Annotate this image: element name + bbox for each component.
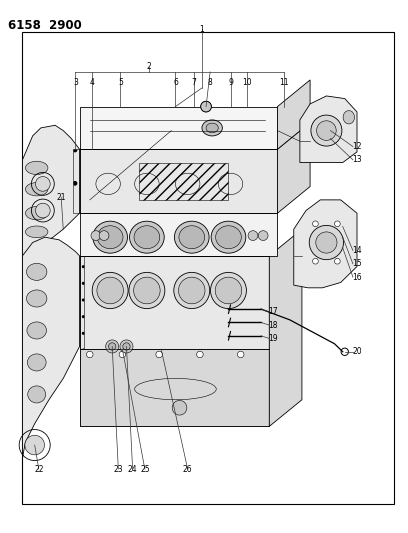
Ellipse shape (25, 182, 48, 196)
Text: 8: 8 (208, 78, 213, 87)
Ellipse shape (25, 226, 48, 238)
Text: 15: 15 (352, 260, 362, 268)
Circle shape (201, 101, 211, 112)
Ellipse shape (179, 225, 204, 248)
Polygon shape (22, 125, 80, 256)
Circle shape (237, 351, 244, 358)
Bar (22, 32, 394, 504)
Ellipse shape (202, 120, 222, 136)
Text: 6158  2900: 6158 2900 (8, 19, 82, 31)
Ellipse shape (343, 110, 355, 124)
Text: 16: 16 (352, 273, 362, 281)
Text: 13: 13 (352, 156, 362, 164)
Circle shape (313, 259, 318, 264)
Circle shape (123, 343, 130, 350)
Ellipse shape (129, 272, 165, 309)
Text: 25: 25 (140, 465, 150, 473)
Text: 17: 17 (268, 308, 278, 316)
Ellipse shape (175, 221, 209, 253)
Circle shape (99, 231, 109, 240)
Ellipse shape (27, 290, 47, 307)
Polygon shape (80, 149, 277, 213)
Ellipse shape (98, 225, 123, 248)
Ellipse shape (25, 206, 48, 220)
Text: 19: 19 (268, 334, 278, 343)
Text: 6: 6 (173, 78, 178, 87)
Ellipse shape (174, 272, 210, 309)
Text: 20: 20 (352, 348, 362, 356)
Text: 23: 23 (113, 465, 123, 473)
Ellipse shape (134, 277, 160, 304)
Ellipse shape (28, 386, 46, 403)
Circle shape (109, 343, 116, 350)
Text: 2: 2 (146, 62, 151, 71)
Circle shape (119, 351, 126, 358)
Ellipse shape (25, 161, 48, 175)
Bar (80, 349, 269, 426)
Text: 24: 24 (128, 465, 137, 473)
Circle shape (25, 435, 44, 455)
Ellipse shape (97, 277, 124, 304)
Circle shape (35, 176, 50, 191)
Circle shape (335, 221, 340, 227)
Circle shape (120, 340, 133, 353)
Text: 21: 21 (56, 193, 66, 201)
Circle shape (341, 348, 348, 356)
Bar (139, 163, 228, 200)
Polygon shape (80, 213, 277, 256)
Polygon shape (269, 229, 302, 426)
Circle shape (313, 221, 318, 227)
Ellipse shape (92, 272, 128, 309)
Polygon shape (277, 123, 310, 213)
Ellipse shape (27, 263, 47, 280)
Circle shape (35, 203, 50, 218)
Circle shape (172, 400, 187, 415)
Polygon shape (300, 96, 357, 163)
Polygon shape (80, 107, 277, 149)
Text: 5: 5 (118, 78, 123, 87)
Circle shape (86, 351, 93, 358)
Circle shape (197, 351, 203, 358)
Text: 1: 1 (200, 25, 204, 34)
Circle shape (311, 115, 342, 146)
Ellipse shape (179, 277, 205, 304)
Text: 12: 12 (352, 142, 362, 151)
Text: 18: 18 (268, 321, 278, 329)
Ellipse shape (216, 225, 242, 248)
Text: 10: 10 (242, 78, 252, 87)
Ellipse shape (211, 221, 246, 253)
Text: 26: 26 (183, 465, 193, 473)
Ellipse shape (27, 322, 47, 339)
Ellipse shape (27, 354, 46, 371)
Bar (73, 149, 80, 213)
Polygon shape (277, 80, 310, 149)
Text: 22: 22 (34, 465, 44, 473)
Text: 4: 4 (89, 78, 94, 87)
Circle shape (258, 231, 268, 240)
Circle shape (316, 232, 337, 253)
Circle shape (317, 121, 336, 140)
Text: 14: 14 (352, 246, 362, 255)
Ellipse shape (93, 221, 128, 253)
Polygon shape (294, 200, 357, 288)
Circle shape (91, 231, 101, 240)
Text: 9: 9 (228, 78, 233, 87)
Circle shape (156, 351, 162, 358)
Circle shape (309, 225, 344, 260)
Ellipse shape (129, 221, 164, 253)
Ellipse shape (206, 123, 218, 133)
Ellipse shape (134, 225, 160, 248)
Polygon shape (22, 237, 80, 458)
Circle shape (106, 340, 119, 353)
Polygon shape (80, 256, 269, 426)
Circle shape (201, 101, 211, 112)
Text: 7: 7 (191, 78, 196, 87)
Bar (80, 256, 84, 349)
Text: 3: 3 (73, 78, 78, 87)
Circle shape (335, 259, 340, 264)
Circle shape (248, 231, 258, 240)
Ellipse shape (211, 272, 246, 309)
Text: 11: 11 (279, 78, 288, 87)
Ellipse shape (215, 277, 242, 304)
